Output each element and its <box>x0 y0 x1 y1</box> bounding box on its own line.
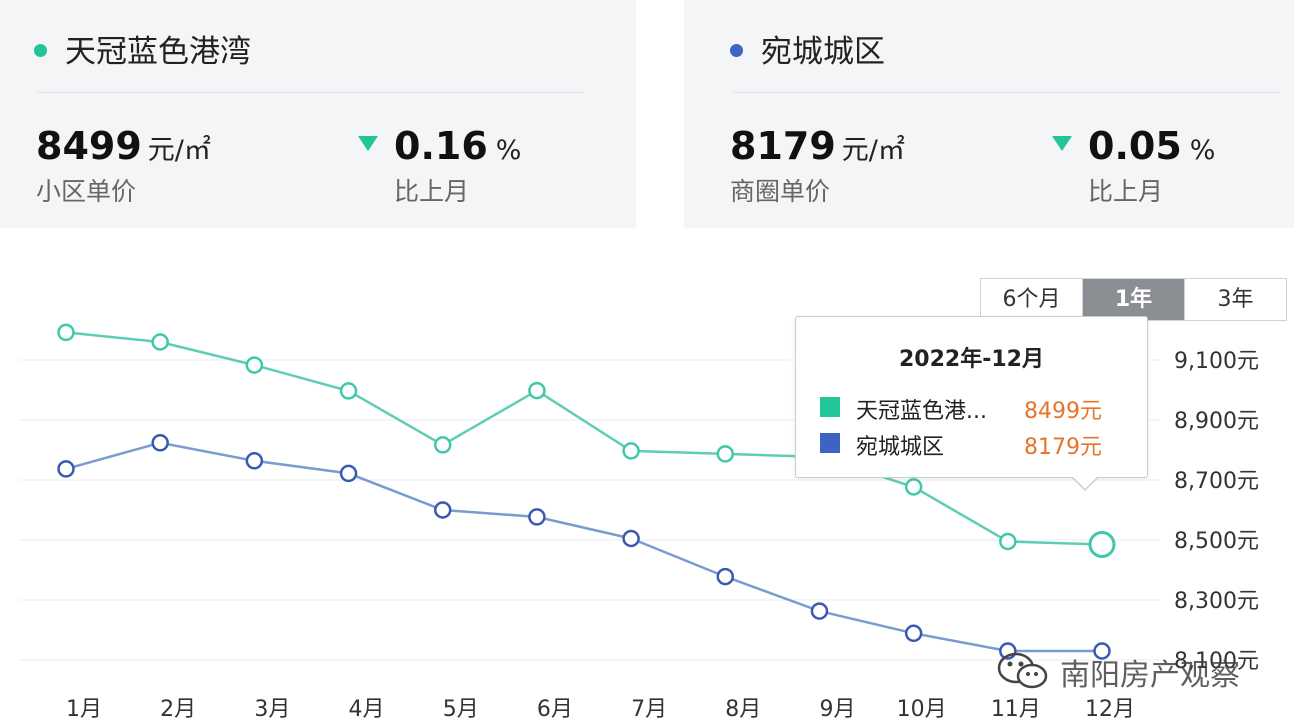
tooltip-series-value: 8179元 <box>1024 435 1102 460</box>
data-point[interactable] <box>528 381 546 400</box>
wechat-logo-icon <box>997 652 1048 689</box>
data-point[interactable] <box>716 445 735 463</box>
data-point[interactable] <box>339 464 358 483</box>
y-tick-label: 8,300元 <box>1174 589 1259 614</box>
data-point[interactable] <box>245 452 264 470</box>
down-triangle-icon <box>1052 136 1072 151</box>
district-change: 0.05% <box>1088 124 1216 168</box>
community-change: 0.16% <box>394 124 522 168</box>
data-point[interactable] <box>57 460 75 478</box>
down-triangle-icon <box>358 136 378 151</box>
data-point[interactable] <box>810 602 829 620</box>
community-name: 天冠蓝色港湾 <box>34 26 251 71</box>
y-tick-label: 9,100元 <box>1174 349 1259 374</box>
legend-swatch-icon <box>820 433 840 453</box>
district-price-label: 商圈单价 <box>730 177 831 206</box>
x-tick-label: 6月 <box>537 697 573 722</box>
x-tick-label: 12月 <box>1085 697 1135 722</box>
data-point[interactable] <box>57 323 75 342</box>
x-tick-label: 3月 <box>254 697 290 722</box>
data-point[interactable] <box>1088 531 1116 558</box>
data-point[interactable] <box>339 382 358 400</box>
x-tick-label: 7月 <box>631 697 667 722</box>
tab-6-months[interactable]: 6个月 <box>981 279 1083 320</box>
data-point[interactable] <box>433 501 452 519</box>
watermark-text: 南阳房产观察 <box>1060 658 1240 693</box>
y-tick-label: 8,700元 <box>1174 469 1259 494</box>
district-price: 8179 元/㎡ <box>730 124 905 168</box>
data-point[interactable] <box>622 442 640 460</box>
tooltip-series-value: 8499元 <box>1024 399 1102 424</box>
tooltip-series-name: 宛城城区 <box>856 435 945 460</box>
data-point[interactable] <box>151 434 169 452</box>
district-change-label: 比上月 <box>1088 177 1164 206</box>
data-point[interactable] <box>1093 642 1111 660</box>
tab-3-years[interactable]: 3年 <box>1217 287 1254 312</box>
legend-swatch-icon <box>820 397 840 417</box>
x-tick-label: 9月 <box>819 697 855 722</box>
tab-1-year[interactable]: 1年 <box>1083 279 1185 320</box>
community-dot-icon <box>34 44 47 57</box>
series-line <box>65 331 1103 546</box>
card-divider <box>732 92 1280 93</box>
district-price-card: 宛城城区 8179 元/㎡ 商圈单价 0.05% 比上月 <box>684 0 1294 228</box>
data-point[interactable] <box>245 356 264 374</box>
x-tick-label: 5月 <box>443 697 479 722</box>
community-change-label: 比上月 <box>394 177 470 206</box>
community-price: 8499 元/㎡ <box>36 124 211 168</box>
x-tick-label: 10月 <box>897 697 947 722</box>
data-point[interactable] <box>528 508 546 526</box>
card-divider <box>36 92 584 93</box>
data-point[interactable] <box>904 478 923 496</box>
tooltip-row-district: 宛城城区 8179元 <box>820 429 1120 460</box>
chart-tooltip: 2022年-12月 天冠蓝色港... 8499元 宛城城区 8179元 <box>795 316 1148 491</box>
y-tick-label: 8,500元 <box>1174 529 1259 554</box>
x-tick-label: 4月 <box>349 697 385 722</box>
data-point[interactable] <box>999 532 1017 551</box>
x-tick-label: 2月 <box>160 697 196 722</box>
tooltip-row-community: 天冠蓝色港... 8499元 <box>820 393 1120 424</box>
y-tick-label: 8,100元 <box>1174 649 1259 674</box>
data-point[interactable] <box>151 333 169 351</box>
community-price-label: 小区单价 <box>36 177 137 206</box>
data-point[interactable] <box>622 529 640 548</box>
community-price-card: 天冠蓝色港湾 8499 元/㎡ 小区单价 0.16% 比上月 <box>0 0 636 228</box>
district-name: 宛城城区 <box>730 26 885 71</box>
x-tick-label: 11月 <box>991 697 1041 722</box>
data-point[interactable] <box>433 436 452 454</box>
tooltip-title: 2022年-12月 <box>899 347 1044 372</box>
tooltip-series-name: 天冠蓝色港... <box>856 399 987 424</box>
x-tick-label: 1月 <box>66 697 102 722</box>
data-point[interactable] <box>904 624 923 643</box>
district-dot-icon <box>730 44 743 57</box>
range-tabs: 6个月 1年 3年 <box>980 278 1287 321</box>
y-tick-label: 8,900元 <box>1174 409 1259 434</box>
data-point[interactable] <box>716 567 735 586</box>
x-tick-label: 8月 <box>725 697 761 722</box>
series-line <box>65 441 1102 653</box>
